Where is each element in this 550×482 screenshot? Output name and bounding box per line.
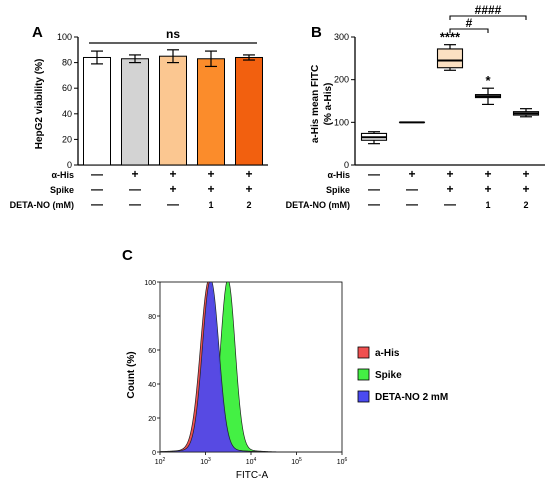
panel-c-xtick-label: 105 <box>291 457 302 466</box>
panel-a-condition-sign: — <box>129 182 141 196</box>
panel-b-condition-sign: + <box>446 182 453 196</box>
panel-c-legend-label: a-His <box>375 348 400 359</box>
panel-a-condition-sign: + <box>169 167 176 181</box>
panel-c-legend-label: DETA-NO 2 mM <box>375 392 448 403</box>
panel-c-frame <box>159 281 343 453</box>
panel-letter-a: A <box>32 24 43 41</box>
panel-c-ytick-label: 60 <box>148 348 156 355</box>
panel-a-condition-label: DETA-NO (mM) <box>10 200 74 210</box>
panel-b-condition-sign: + <box>522 167 529 181</box>
panel-a-condition-sign: 1 <box>208 200 213 210</box>
panel-a-ytick-label: 40 <box>62 109 72 119</box>
panel-b-significance-star: **** <box>440 30 461 45</box>
panel-a-condition-sign: + <box>245 167 252 181</box>
panel-b-ytick-label: 200 <box>334 75 349 85</box>
panel-b-ytick-label: 100 <box>334 117 349 127</box>
panel-c-ytick-label: 20 <box>148 416 156 423</box>
panel-c-xlabel: FITC-A <box>236 470 269 481</box>
panel-a-condition-sign: — <box>129 197 141 211</box>
panel-c-legend-swatch <box>357 346 370 359</box>
panel-b-ytick-label: 300 <box>334 32 349 42</box>
panel-b-condition-sign: + <box>408 167 415 181</box>
panel-b-comparison-label: # <box>466 16 473 30</box>
panel-b-condition-sign: + <box>484 182 491 196</box>
panel-c-xtick-label: 106 <box>337 457 348 466</box>
panel-b-significance-star: * <box>485 73 491 88</box>
panel-a-ytick-label: 20 <box>62 134 72 144</box>
panel-a-condition-sign: — <box>167 197 179 211</box>
panel-a-condition-sign: + <box>207 182 214 196</box>
panel-b-condition-sign: + <box>522 182 529 196</box>
panel-a-bar <box>159 55 187 166</box>
panel-c-ytick-label: 0 <box>152 450 156 457</box>
panel-b-condition-label: α-His <box>327 170 350 180</box>
panel-c-ytick-label: 100 <box>144 280 156 287</box>
panel-c-histogram-deta-no-2-mm <box>159 281 342 453</box>
panel-a-condition-sign: + <box>169 182 176 196</box>
panel-b-condition-sign: — <box>444 197 456 211</box>
panel-b-condition-sign: + <box>446 167 453 181</box>
panel-a-ns-label: ns <box>166 27 180 41</box>
panel-b-condition-sign: — <box>368 167 380 181</box>
panel-a-ytick-label: 80 <box>62 58 72 68</box>
panel-b-condition-sign: 2 <box>523 200 528 210</box>
panel-c-legend-swatch <box>357 368 370 381</box>
panel-c-xtick-label: 102 <box>155 457 166 466</box>
panel-a-bar <box>121 58 149 166</box>
panel-b-comparison-bracket <box>449 15 527 20</box>
panel-b-condition-sign: — <box>368 182 380 196</box>
panel-c-ytick-label: 80 <box>148 314 156 321</box>
panel-a-condition-sign: — <box>91 167 103 181</box>
panel-b-condition-label: DETA-NO (mM) <box>286 200 350 210</box>
panel-a-condition-sign: + <box>207 167 214 181</box>
panel-b-ylabel-line1: a-His mean FITC <box>310 65 321 143</box>
viability-bar-chart: HepG2 viability (%) 0 20 40 60 80 100 ns α-His —… <box>10 27 268 211</box>
panel-b-comparison-label: #### <box>475 3 502 17</box>
panel-a-bar <box>197 58 225 166</box>
panel-a-condition-sign: — <box>91 182 103 196</box>
panel-b-ylabel-line2: (% a-His) <box>323 83 334 126</box>
panel-c-ytick-label: 40 <box>148 382 156 389</box>
panel-a-bar <box>83 56 111 166</box>
panel-c-legend-label: Spike <box>375 370 402 381</box>
panel-b-condition-sign: + <box>484 167 491 181</box>
panel-b-condition-label: Spike <box>326 185 350 195</box>
panel-b-condition-sign: — <box>406 182 418 196</box>
panel-a-condition-label: Spike <box>50 185 74 195</box>
panel-c-xtick-label: 103 <box>200 457 211 466</box>
panel-a-condition-label: α-His <box>51 170 74 180</box>
panel-b-comparison-bracket <box>449 28 489 33</box>
panel-letter-c: C <box>122 247 133 264</box>
panel-letter-b: B <box>311 24 322 41</box>
panel-c-ylabel: Count (%) <box>126 351 137 398</box>
panel-c-legend-swatch <box>357 390 370 403</box>
panel-c-xtick-label: 104 <box>246 457 257 466</box>
panel-a-condition-sign: + <box>131 167 138 181</box>
fitc-histogram: Count (%) FITC-A 0 20 40 60 80 100 102 103 104 10… <box>126 280 448 481</box>
panel-a-ylabel: HepG2 viability (%) <box>34 59 45 150</box>
panel-a-bar <box>235 56 263 166</box>
panel-a-ytick-label: 0 <box>67 160 72 170</box>
panel-c-histogram-spike <box>159 281 342 453</box>
panel-a-condition-sign: + <box>245 182 252 196</box>
panel-a-condition-sign: 2 <box>246 200 251 210</box>
panel-b-box <box>436 48 464 69</box>
panel-a-condition-sign: — <box>91 197 103 211</box>
panel-b-condition-sign: — <box>406 197 418 211</box>
panel-a-ytick-label: 100 <box>57 32 72 42</box>
panel-a-ytick-label: 60 <box>62 83 72 93</box>
panel-b-condition-sign: 1 <box>485 200 490 210</box>
panel-b-condition-sign: — <box>368 197 380 211</box>
panel-c-histogram-a-his <box>159 281 342 453</box>
panel-b-ytick-label: 0 <box>344 160 349 170</box>
